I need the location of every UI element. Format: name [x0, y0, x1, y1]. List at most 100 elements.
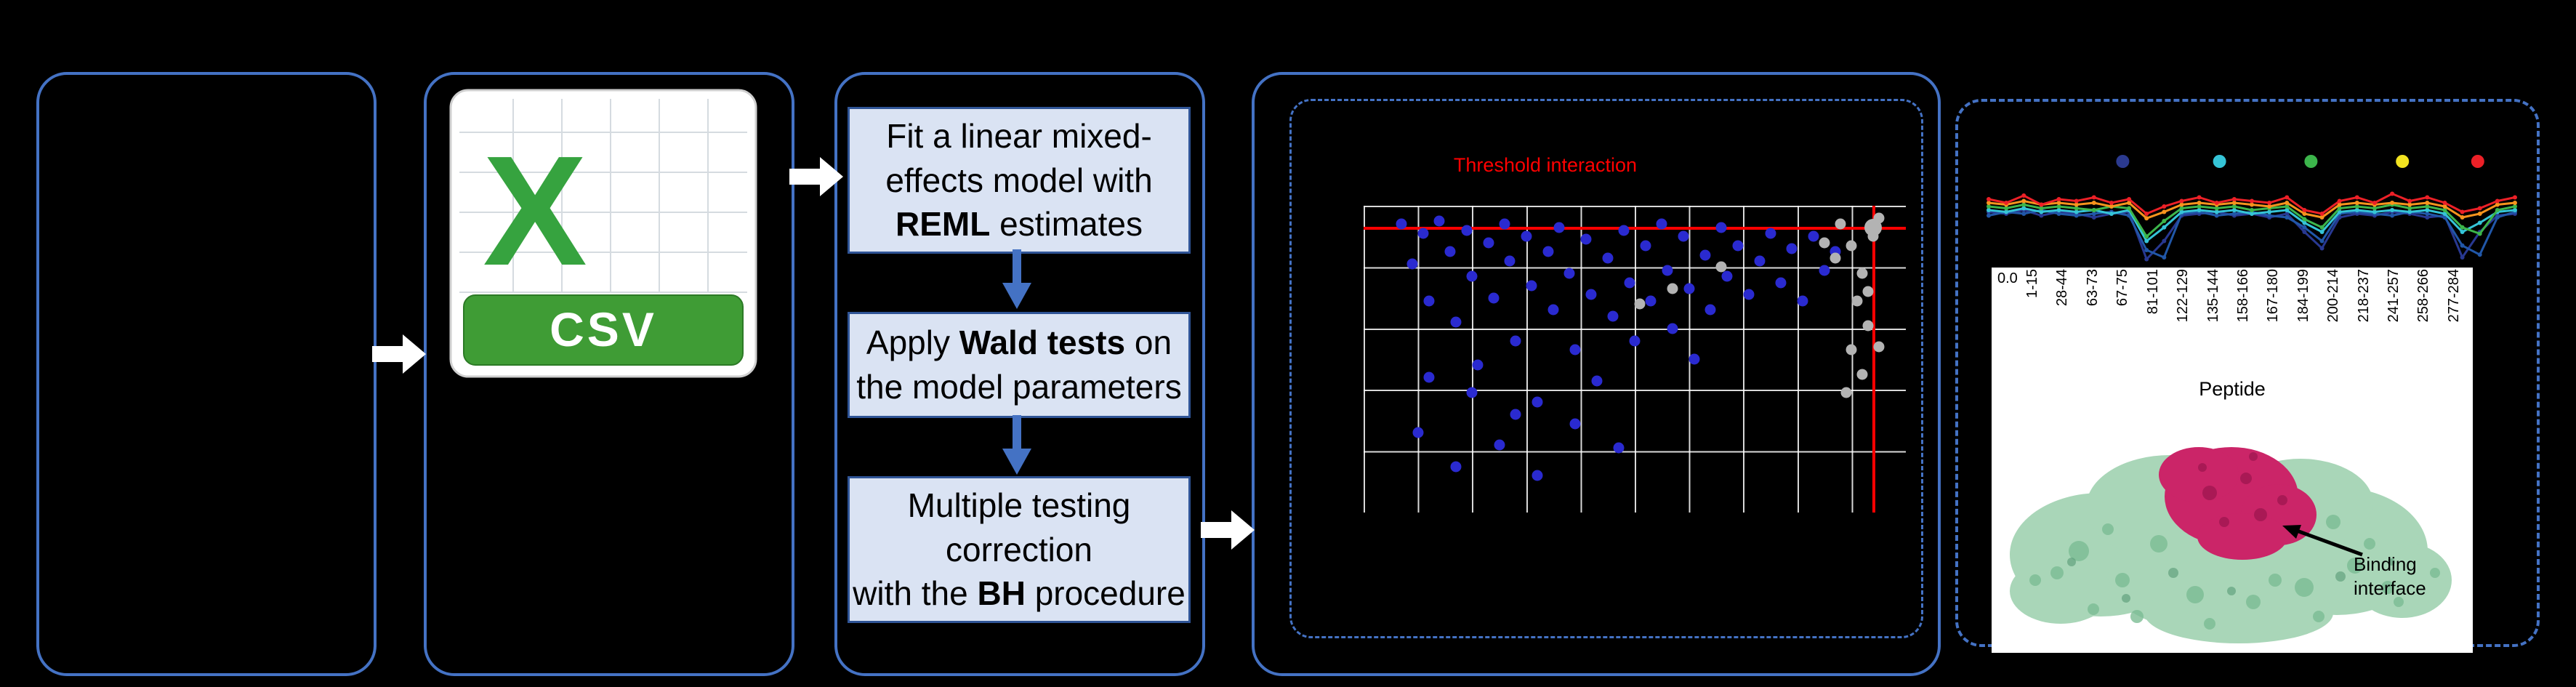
uptake-series-point — [2354, 208, 2359, 212]
uptake-series-point — [2021, 198, 2026, 204]
uptake-series-point — [2231, 201, 2237, 205]
volcano-point — [1547, 304, 1559, 316]
volcano-point — [1656, 218, 1667, 230]
volcano-point — [1629, 335, 1641, 347]
volcano-point — [1483, 237, 1494, 249]
volcano-point — [1521, 230, 1532, 242]
uptake-series-point — [2004, 206, 2009, 211]
uptake-series-point — [2319, 246, 2325, 251]
peptide-structure-panel: 0.0 1-15 28-44 63-73 67-75 81-101 122-129 135-… — [1992, 268, 2473, 653]
volcano-point — [1862, 320, 1874, 332]
uptake-series-point — [2354, 195, 2359, 200]
uptake-series-point — [2460, 225, 2465, 230]
uptake-series-point — [2267, 209, 2272, 214]
binding-interface-label: Binding interface — [2354, 553, 2426, 599]
uptake-series-point — [2477, 206, 2482, 211]
volcano-point — [1433, 215, 1445, 227]
csv-banner — [463, 294, 744, 366]
flow-arrow-2 — [789, 157, 843, 196]
uptake-series-point — [2512, 195, 2517, 200]
volcano-point — [1542, 246, 1554, 257]
uptake-series-point — [2039, 206, 2044, 211]
uptake-series-point — [2127, 213, 2132, 218]
uptake-series-point — [2477, 212, 2482, 216]
volcano-point — [1743, 289, 1755, 300]
volcano-point — [1510, 409, 1521, 420]
protein-surface-texture — [2029, 515, 2440, 630]
volcano-point — [1569, 418, 1581, 430]
volcano-point — [1607, 310, 1619, 322]
tick-label: 241-257 — [2386, 269, 2402, 323]
uptake-series-point — [2442, 201, 2447, 205]
uptake-series-point — [2179, 198, 2184, 204]
volcano-point — [1683, 283, 1695, 294]
down-arrow-2 — [1002, 415, 1031, 475]
uptake-series-point — [2231, 197, 2237, 201]
uptake-series-point — [2231, 208, 2237, 212]
tick-label: 135-144 — [2205, 269, 2221, 323]
volcano-point — [1851, 295, 1863, 307]
uptake-series-point — [2337, 202, 2342, 207]
legend-dot — [2471, 155, 2484, 168]
flow-arrow-1 — [372, 334, 426, 374]
uptake-series-point — [2319, 215, 2325, 220]
tick-label: 122-129 — [2175, 269, 2191, 323]
uptake-series-point — [2372, 209, 2377, 214]
uptake-series-point — [2127, 206, 2132, 211]
uptake-series-point — [2442, 208, 2447, 212]
uptake-series-point — [2477, 220, 2482, 225]
volcano-point — [1504, 255, 1516, 267]
uptake-series-point — [2390, 208, 2395, 212]
uptake-series-point — [2319, 230, 2325, 234]
uptake-series-point — [2214, 206, 2219, 211]
uptake-series-point — [2197, 204, 2202, 209]
volcano-point — [1862, 286, 1874, 297]
volcano-point — [1423, 371, 1435, 383]
uptake-series-point — [2354, 204, 2359, 209]
volcano-point — [1678, 230, 1689, 242]
stage-box-input — [36, 72, 377, 676]
tick-label: 28-44 — [2054, 269, 2071, 307]
uptake-series-point — [2372, 201, 2377, 205]
uptake-series-point — [2477, 252, 2482, 257]
legend-dot — [2213, 155, 2226, 168]
csv-format-label: CSV — [550, 302, 657, 356]
uptake-series-point — [2179, 202, 2184, 207]
peptide-axis-title: Peptide — [2199, 378, 2266, 400]
threshold-pvalue-line — [1872, 206, 1875, 513]
uptake-series-point — [2249, 202, 2254, 207]
uptake-series-point — [1987, 208, 1991, 212]
uptake-series-point — [2302, 230, 2307, 234]
uptake-series-point — [2354, 201, 2359, 205]
volcano-point — [1667, 323, 1678, 334]
volcano-point — [1699, 249, 1711, 261]
volcano-point — [1553, 222, 1565, 233]
uptake-series-line — [1988, 209, 2516, 262]
volcano-point — [1830, 252, 1841, 264]
uptake-series-point — [2039, 213, 2044, 218]
uptake-series-point — [2074, 202, 2079, 207]
volcano-point — [1563, 268, 1575, 279]
uptake-series-point — [2302, 225, 2307, 230]
uptake-series-point — [2039, 209, 2044, 214]
uptake-series-point — [2407, 206, 2412, 211]
uptake-series-point — [2512, 204, 2517, 209]
volcano-point — [1466, 270, 1478, 282]
uptake-series-point — [2285, 208, 2290, 212]
uptake-series-point — [2056, 197, 2061, 201]
volcano-point — [1640, 240, 1651, 252]
volcano-point — [1466, 387, 1478, 398]
volcano-point — [1667, 283, 1678, 294]
volcano-point — [1732, 240, 1744, 252]
uptake-series-point — [2319, 225, 2325, 230]
stage-box-csv — [424, 72, 794, 676]
volcano-dashed-frame — [1289, 99, 1923, 638]
uptake-series-point — [2091, 215, 2096, 220]
uptake-series-point — [2004, 209, 2009, 214]
uptake-series-point — [2021, 193, 2026, 198]
volcano-point — [1846, 240, 1857, 252]
uptake-series-point — [2302, 208, 2307, 212]
uptake-series-point — [2091, 208, 2096, 212]
volcano-point — [1840, 387, 1852, 398]
